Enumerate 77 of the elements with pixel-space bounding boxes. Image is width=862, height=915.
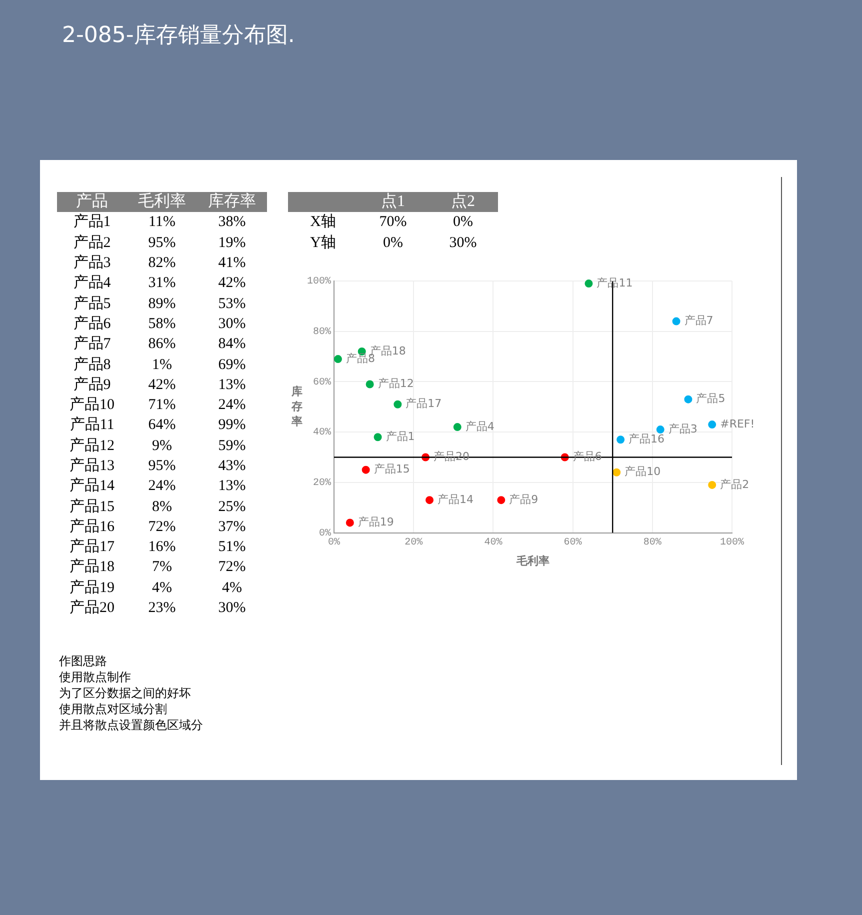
x-tick-label: 20% xyxy=(404,537,423,548)
text: 产品15 8% 25% xyxy=(70,498,246,515)
point xyxy=(334,355,342,364)
chart-title: 2-085-库存销量分布图. xyxy=(62,22,295,50)
text: 产品8 1% 69% xyxy=(73,356,246,373)
text: X轴 70% 0% xyxy=(310,214,473,230)
point xyxy=(394,400,402,408)
series-label: 产品5 xyxy=(696,392,726,406)
x-tick-label: 40% xyxy=(484,537,502,548)
point xyxy=(616,436,625,444)
x-tick-label: 100% xyxy=(720,537,744,548)
y-axis-title: 库存率 xyxy=(290,384,302,428)
text: 产品2 95% 19% xyxy=(73,234,246,251)
x-tick-label: 80% xyxy=(643,537,662,548)
point xyxy=(453,423,462,432)
point xyxy=(708,420,716,429)
point xyxy=(708,480,716,489)
text: 产品12 9% 59% xyxy=(70,438,246,454)
text: 产品14 24% 13% xyxy=(70,478,246,494)
series-label: 产品1 xyxy=(386,430,415,443)
text: 产品16 72% 37% xyxy=(70,518,246,535)
series-label: 产品2 xyxy=(720,478,750,491)
point xyxy=(362,466,370,474)
text: 产品4 31% 42% xyxy=(73,275,246,292)
series-label: 产品7 xyxy=(684,314,714,328)
x-axis-title: 毛利率 xyxy=(516,554,550,568)
text: 产品9 42% 13% xyxy=(73,376,246,393)
point xyxy=(584,280,593,288)
point xyxy=(374,433,382,442)
x-tick-label: 0% xyxy=(328,537,340,548)
series-label: 产品10 xyxy=(624,465,661,478)
series-label: 产品16 xyxy=(628,432,665,446)
point xyxy=(366,380,374,388)
point xyxy=(612,468,621,476)
series-label: 产品17 xyxy=(406,397,442,410)
series-label: 产品9 xyxy=(509,492,538,506)
text: 产品18 7% 72% xyxy=(70,559,246,576)
text: 产品1 11% 38% xyxy=(73,214,246,230)
series-label: 产品12 xyxy=(378,377,414,390)
text: 并且将散点设置颜色区域分 xyxy=(59,717,203,733)
point xyxy=(684,395,692,404)
point xyxy=(672,317,680,326)
text: 产品6 58% 30% xyxy=(73,316,246,332)
text: Y轴 0% 30% xyxy=(310,234,477,251)
series-label: 产品15 xyxy=(374,462,410,476)
y-tick-label: 60% xyxy=(312,377,332,388)
text: 使用散点制作 xyxy=(59,669,132,685)
point xyxy=(497,496,506,504)
text: 产品10 71% 24% xyxy=(70,397,246,414)
text: 作图思路 xyxy=(59,653,108,669)
x-tick-label: 60% xyxy=(564,537,582,548)
text: 产品 毛利率 库存率 xyxy=(76,193,256,210)
series-label: 产品4 xyxy=(465,420,494,433)
y-tick-label: 20% xyxy=(312,478,332,490)
text: 产品20 23% 30% xyxy=(70,600,246,616)
point xyxy=(426,496,434,504)
text: 产品11 64% 99% xyxy=(70,417,246,434)
text: 产品17 16% 51% xyxy=(70,539,246,556)
series-label: #REF! xyxy=(720,417,755,430)
y-tick-label: 0% xyxy=(318,528,332,540)
text: 产品7 86% 84% xyxy=(73,336,246,352)
point xyxy=(346,518,354,527)
text: 产品19 4% 4% xyxy=(70,580,242,596)
y-tick-label: 80% xyxy=(312,327,332,338)
y-tick-label: 100% xyxy=(306,276,332,288)
series-label: 产品3 xyxy=(668,422,698,436)
text: 为了区分数据之间的好坏 xyxy=(59,685,192,701)
text: 产品13 95% 43% xyxy=(70,458,246,474)
text: 产品3 82% 41% xyxy=(73,255,246,272)
y-tick-label: 40% xyxy=(312,428,332,439)
text: 产品5 89% 53% xyxy=(73,296,246,312)
text: 点1 点2 xyxy=(381,193,475,210)
text: 使用散点对区域分割 xyxy=(59,701,168,717)
point xyxy=(656,426,664,434)
series-label: 产品14 xyxy=(438,492,474,506)
series-label: 产品19 xyxy=(358,516,394,529)
series-label: 产品8 xyxy=(346,352,375,365)
